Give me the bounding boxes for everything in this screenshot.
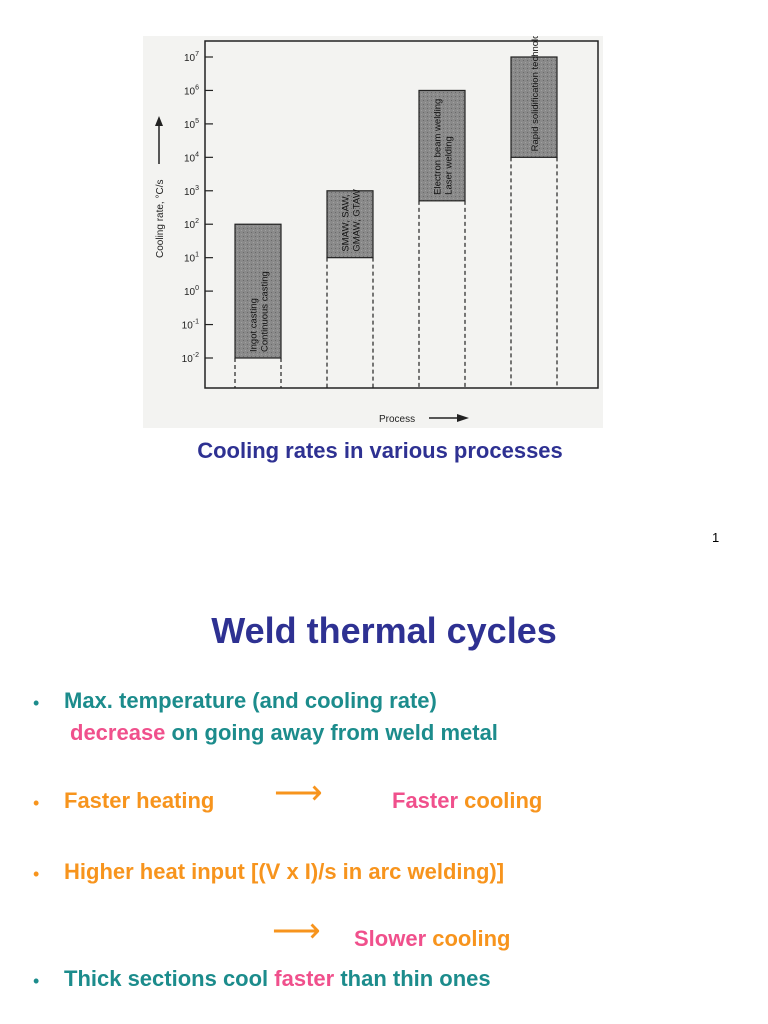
range-bar-4 xyxy=(510,56,558,158)
bullet-2-result-cooling: cooling xyxy=(458,788,543,813)
range-bars: Ingot casting Continuous casting SMAW, SAW… xyxy=(234,36,558,388)
range-3-label-2: Laser welding xyxy=(444,136,455,195)
bullet-2-text: Faster heating xyxy=(64,788,215,813)
figure-caption: Cooling rates in various processes xyxy=(197,438,563,463)
range-bar-3 xyxy=(418,89,466,202)
bullet-3-result-cooling: cooling xyxy=(426,926,511,951)
y-axis-title: Cooling rate, °C/s xyxy=(155,116,166,258)
range-bar-1 xyxy=(234,223,282,359)
y-axis-label: Cooling rate, °C/s xyxy=(155,180,166,258)
bullet-2-result-faster: Faster xyxy=(392,788,459,813)
y-axis-arrow-head xyxy=(155,116,163,126)
page-number: 1 xyxy=(712,530,720,545)
range-4-label-1: Rapid solidification technology xyxy=(530,36,541,151)
y-tick-label-3: 101 xyxy=(184,252,199,265)
bullet-1-line-2-rest: on going away from weld metal xyxy=(165,720,498,745)
bullet-1-decrease-word: decrease xyxy=(70,720,166,745)
range-2-label-1: SMAW, SAW, xyxy=(341,194,352,251)
bullet-3-text: Higher heat input [(V x I)/s in arc weld… xyxy=(64,859,505,884)
y-tick-label-4: 102 xyxy=(184,218,199,231)
x-axis-label: Process xyxy=(379,414,415,425)
plot-frame xyxy=(204,40,599,389)
y-tick-label-1: 10-1 xyxy=(182,319,199,332)
cooling-rate-chart: 10-2 10-1 100 101 102 103 104 105 106 107 Ingot c… xyxy=(155,36,599,425)
bullet-1-line-2: decrease on going away from weld metal xyxy=(70,720,498,746)
y-tick-label-5: 103 xyxy=(184,185,199,198)
bullet-4-pre: Thick sections cool xyxy=(64,966,275,991)
slide-title: Weld thermal cycles xyxy=(211,610,557,651)
range-3-label-1: Electron beam welding xyxy=(433,99,444,195)
x-axis-title: Process xyxy=(379,414,469,425)
y-tick-label-9: 107 xyxy=(184,51,199,64)
range-bar-2 xyxy=(326,190,374,259)
bullet-4-marker: • xyxy=(33,971,40,991)
bullet-4-text: Thick sections cool faster than thin one… xyxy=(64,966,491,992)
bullet-2-marker: • xyxy=(33,793,40,813)
bullet-2-result: Faster cooling xyxy=(392,788,542,814)
bullet-4-post: than thin ones xyxy=(334,966,491,991)
y-tick-label-0: 10-2 xyxy=(182,352,199,365)
bullet-3-result-slower: Slower xyxy=(354,926,427,951)
range-2-label-2: GMAW, GTAW xyxy=(352,189,363,251)
range-1-label-1: Ingot casting xyxy=(249,298,260,352)
y-axis: 10-2 10-1 100 101 102 103 104 105 106 107 xyxy=(182,51,213,365)
x-axis-arrow-head xyxy=(457,414,469,422)
bullet-3-marker: • xyxy=(33,864,40,884)
bullet-3-arrow-icon: ⟶ xyxy=(272,912,321,950)
bullet-3-result: Slower cooling xyxy=(354,926,510,952)
bullet-4-faster-word: faster xyxy=(274,966,335,991)
bullet-2-arrow-icon: ⟶ xyxy=(274,774,323,812)
cooling-rate-figure: 10-2 10-1 100 101 102 103 104 105 106 107 Ingot c… xyxy=(143,36,603,428)
y-tick-label-7: 105 xyxy=(184,118,199,131)
y-tick-label-2: 100 xyxy=(184,285,199,298)
y-tick-label-6: 104 xyxy=(184,151,199,164)
range-1-label-2: Continuous casting xyxy=(260,271,271,352)
y-tick-label-8: 106 xyxy=(184,84,199,97)
bullet-1-marker: • xyxy=(33,693,40,713)
bullet-1-line-1: Max. temperature (and cooling rate) xyxy=(64,688,437,713)
